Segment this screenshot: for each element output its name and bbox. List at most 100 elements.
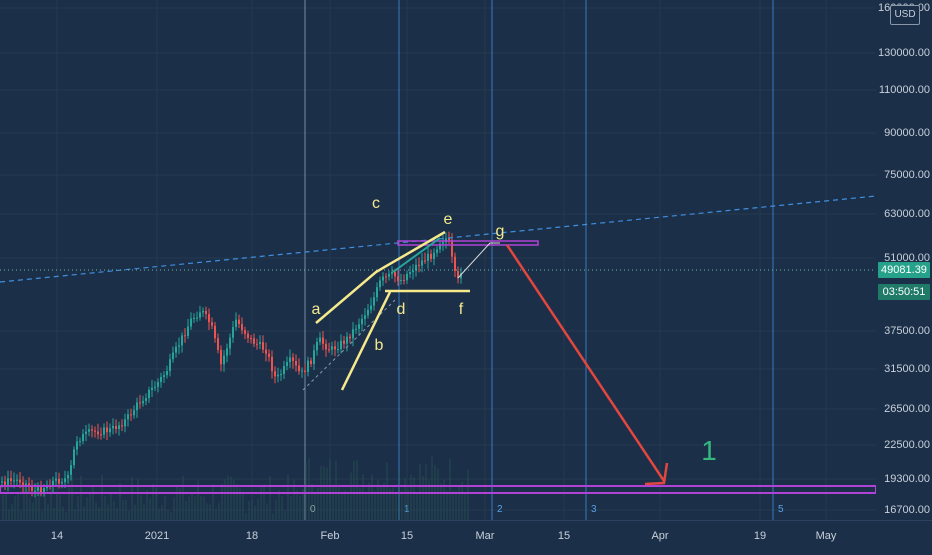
- volume-bar: [221, 483, 223, 520]
- volume-bar: [59, 494, 61, 520]
- candle-body: [40, 487, 42, 493]
- candle-body: [115, 425, 117, 429]
- wave-line-lower: [340, 291, 392, 391]
- volume-bar: [23, 478, 25, 520]
- candle-body: [190, 318, 192, 327]
- candle-body: [16, 479, 18, 481]
- time-axis[interactable]: 14 2021 18 Feb 15 Mar 15 Apr 19 May: [0, 520, 932, 551]
- volume-bar: [410, 474, 412, 520]
- price-tick-label: 63000.00: [884, 208, 930, 220]
- candle-body: [286, 362, 288, 367]
- candle-body: [334, 346, 336, 350]
- volume-bar: [308, 458, 310, 520]
- candle-body: [250, 338, 252, 340]
- price-axis[interactable]: 160000.00130000.00110000.0090000.0075000…: [876, 0, 932, 520]
- candle-body: [88, 429, 90, 432]
- candle-body: [235, 319, 237, 328]
- candle-body: [142, 400, 144, 404]
- candle-body: [160, 376, 162, 383]
- candle-body: [370, 305, 372, 310]
- candle-body: [43, 488, 45, 493]
- volume-bar: [443, 479, 445, 520]
- candle-body: [70, 465, 72, 475]
- volume-bar: [266, 503, 268, 520]
- volume-bar: [230, 476, 232, 520]
- candle-body: [427, 253, 429, 261]
- current-price-tag: 49081.39: [878, 262, 930, 278]
- candle-body: [232, 327, 234, 338]
- candle-body: [394, 272, 396, 277]
- price-tick-label: 22500.00: [884, 439, 930, 451]
- volume-bar: [185, 501, 187, 520]
- time-tick-label: Feb: [320, 530, 340, 542]
- time-tick-label: Mar: [475, 530, 495, 542]
- candle-body: [103, 427, 105, 435]
- volume-bar: [146, 489, 148, 520]
- volume-bar: [122, 499, 124, 520]
- volume-bar: [35, 482, 37, 520]
- candle-body: [244, 330, 246, 334]
- candle-body: [169, 359, 171, 372]
- candle-body: [412, 270, 414, 273]
- candle-body: [217, 338, 219, 350]
- volume-bar: [107, 504, 109, 520]
- candle-body: [343, 340, 345, 344]
- volume-bar: [14, 496, 16, 520]
- candle-body: [376, 287, 378, 298]
- candle-body: [280, 374, 282, 376]
- candle-body: [331, 346, 333, 350]
- volume-bar: [338, 487, 340, 520]
- volume-bar: [68, 476, 70, 520]
- candle-body: [289, 357, 291, 363]
- volume-bar: [164, 495, 166, 520]
- volume-bar: [119, 483, 121, 520]
- candle-body: [61, 482, 63, 484]
- candle-body: [175, 346, 177, 353]
- volume-bar: [371, 474, 373, 520]
- volume-bar: [329, 459, 331, 520]
- candle-body: [418, 264, 420, 266]
- candle-body: [361, 318, 363, 325]
- volume-bar: [26, 490, 28, 520]
- candle-body: [316, 341, 318, 351]
- candle-body: [118, 425, 120, 429]
- volume-bar: [299, 495, 301, 520]
- volume-bar: [167, 510, 169, 520]
- candle-body: [406, 273, 408, 281]
- volume-bar: [386, 462, 388, 520]
- candle-body: [7, 478, 9, 485]
- candle-body: [265, 349, 267, 354]
- candle-body: [448, 238, 450, 241]
- volume-bar: [116, 507, 118, 520]
- candle-body: [4, 481, 6, 485]
- volume-bar: [149, 497, 151, 520]
- volume-bar: [419, 463, 421, 520]
- volume-bar: [152, 483, 154, 520]
- volume-bar: [191, 494, 193, 520]
- candle-body: [388, 274, 390, 277]
- volume-bar: [125, 499, 127, 520]
- volume-bar: [173, 497, 175, 520]
- volume-bar: [227, 475, 229, 520]
- candle-body: [301, 370, 303, 372]
- volume-bar: [362, 474, 364, 520]
- volume-bar: [401, 490, 403, 520]
- candle-body: [85, 431, 87, 435]
- volume-bar: [95, 502, 97, 520]
- volume-bar: [2, 494, 4, 520]
- candle-body: [403, 280, 405, 282]
- candle-body: [121, 425, 123, 427]
- currency-badge[interactable]: USD: [890, 5, 920, 25]
- wave-label: b: [375, 337, 384, 354]
- candle-body: [319, 337, 321, 342]
- resistance-level: [397, 240, 539, 246]
- candle-body: [424, 260, 426, 262]
- volume-bar: [287, 474, 289, 520]
- candle-body: [193, 318, 195, 320]
- candle-body: [124, 419, 126, 427]
- time-tick-label: 15: [400, 530, 414, 542]
- volume-bar: [131, 476, 133, 520]
- candle-body: [268, 353, 270, 357]
